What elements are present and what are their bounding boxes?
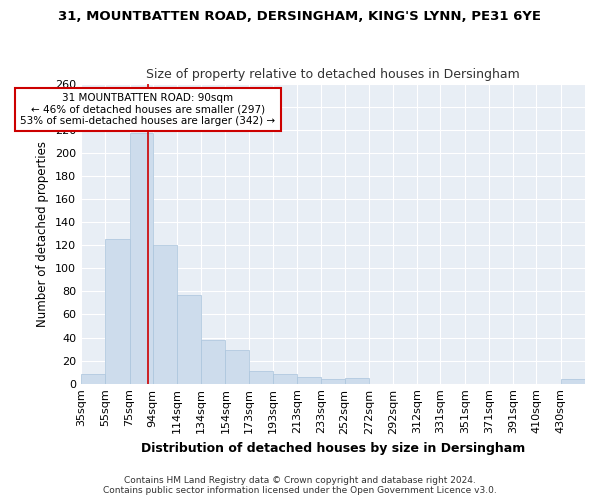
Bar [226,350,248,384]
Bar [561,379,585,384]
Bar [297,377,322,384]
Y-axis label: Number of detached properties: Number of detached properties [36,140,49,326]
X-axis label: Distribution of detached houses by size in Dersingham: Distribution of detached houses by size … [141,442,525,455]
Bar [273,374,297,384]
Bar [152,245,177,384]
Bar [322,379,344,384]
Bar [81,374,105,384]
Text: Contains HM Land Registry data © Crown copyright and database right 2024.
Contai: Contains HM Land Registry data © Crown c… [103,476,497,495]
Bar [105,240,130,384]
Bar [130,133,152,384]
Bar [248,371,273,384]
Bar [177,295,201,384]
Bar [344,378,369,384]
Title: Size of property relative to detached houses in Dersingham: Size of property relative to detached ho… [146,68,520,81]
Text: 31, MOUNTBATTEN ROAD, DERSINGHAM, KING'S LYNN, PE31 6YE: 31, MOUNTBATTEN ROAD, DERSINGHAM, KING'S… [59,10,542,23]
Text: 31 MOUNTBATTEN ROAD: 90sqm
← 46% of detached houses are smaller (297)
53% of sem: 31 MOUNTBATTEN ROAD: 90sqm ← 46% of deta… [20,93,275,126]
Bar [201,340,226,384]
